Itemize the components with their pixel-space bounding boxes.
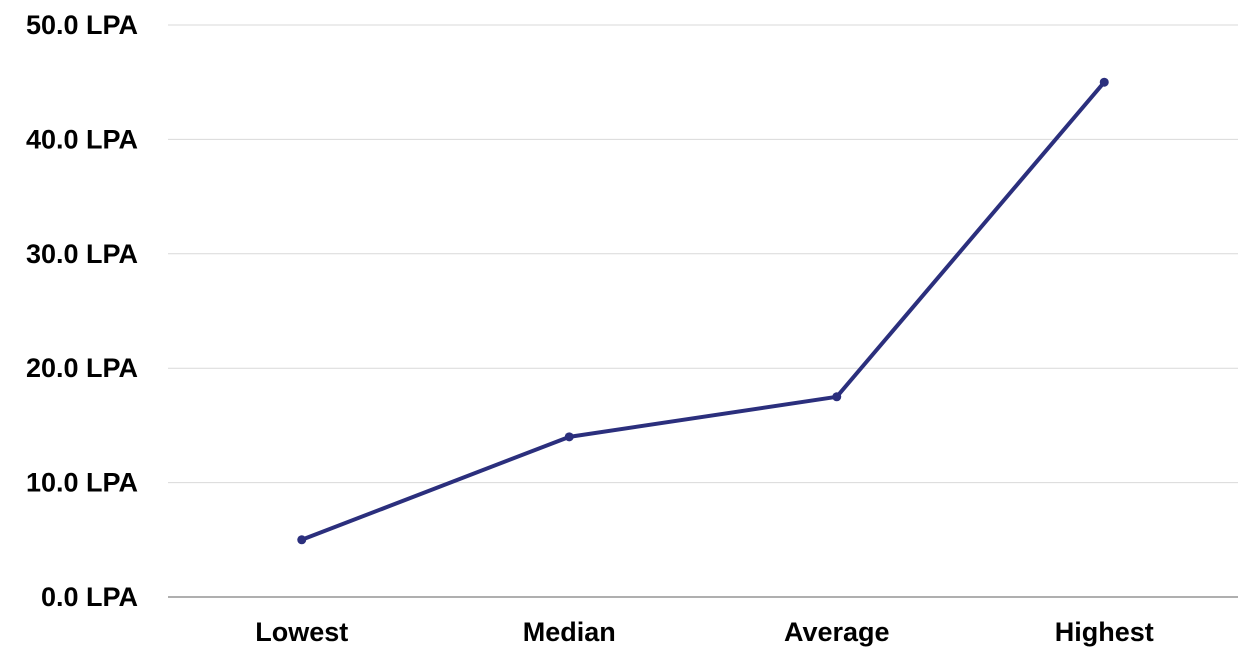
x-tick-label: Median (523, 617, 616, 647)
data-point-marker (564, 432, 574, 442)
x-tick-label: Highest (1055, 617, 1154, 647)
y-tick-label: 50.0 LPA (26, 10, 138, 40)
y-tick-labels: 0.0 LPA 10.0 LPA 20.0 LPA 30.0 LPA 40.0 LPA 5… (26, 10, 138, 612)
x-tick-label: Average (784, 617, 890, 647)
y-tick-label: 10.0 LPA (26, 468, 138, 498)
y-tick-label: 30.0 LPA (26, 239, 138, 269)
data-series (297, 77, 1109, 545)
data-point-marker (832, 392, 842, 402)
x-tick-label: Lowest (255, 617, 348, 647)
y-tick-label: 20.0 LPA (26, 353, 138, 383)
series-line (299, 80, 1107, 542)
y-tick-label: 0.0 LPA (41, 582, 138, 612)
y-tick-label: 40.0 LPA (26, 124, 138, 154)
data-point-marker (297, 535, 307, 545)
gridlines (168, 24, 1238, 484)
x-tick-labels: Lowest Median Average Highest (255, 617, 1154, 647)
data-point-marker (1099, 77, 1109, 87)
